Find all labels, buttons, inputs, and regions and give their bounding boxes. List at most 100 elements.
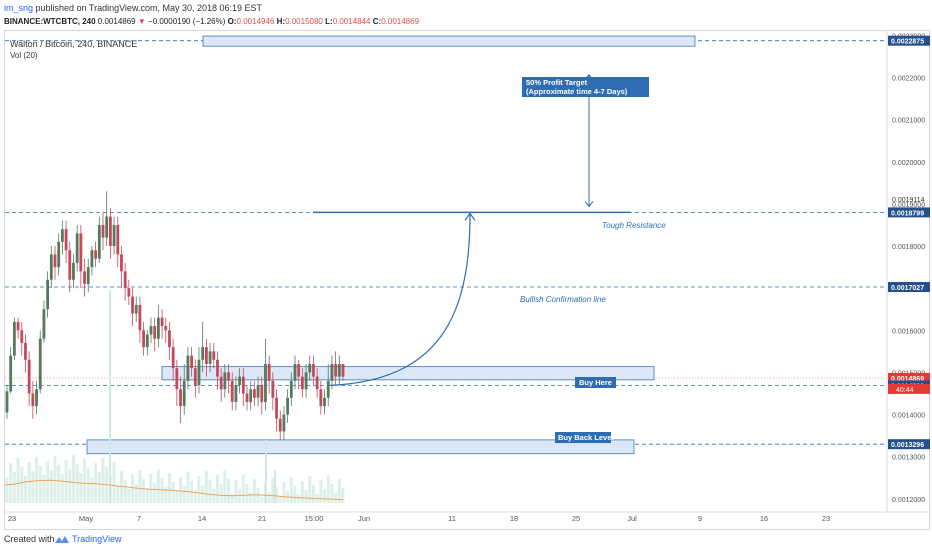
bullish-candle: [197, 359, 201, 386]
volume-bar: [138, 470, 142, 503]
bullish-candle: [208, 351, 212, 364]
volume-bar: [23, 476, 27, 503]
symbol-name: BINANCE:WTCBTC, 240: [4, 17, 96, 26]
volume-bar: [53, 456, 57, 503]
volume-bar: [46, 461, 50, 503]
volume-bar: [9, 463, 13, 503]
bullish-candle: [326, 380, 330, 398]
volume-bar: [83, 459, 87, 503]
volume-bar: [238, 489, 242, 503]
last-price: 0.0014869: [97, 17, 136, 26]
volume-bar: [175, 491, 179, 503]
bearish-candle: [297, 363, 301, 377]
author-link[interactable]: im_sng: [4, 3, 34, 13]
volume-bar: [38, 466, 42, 503]
bearish-candle: [79, 233, 83, 272]
bullish-candle: [105, 216, 109, 238]
volume-bar: [334, 493, 338, 503]
price-tag: 0.0022875: [891, 39, 924, 46]
volume-bar: [182, 486, 186, 503]
price-change: −0.0000190 (−1.26%): [148, 17, 226, 26]
bearish-candle: [315, 376, 319, 390]
bullish-candle: [286, 397, 290, 415]
y-tick-label: 0.0019000: [892, 202, 925, 209]
bearish-candle: [230, 380, 234, 402]
publication-header: im_sng published on TradingView.com, May…: [0, 0, 932, 30]
volume-bar: [127, 489, 131, 503]
bearish-candle: [142, 330, 146, 348]
bearish-candle: [179, 389, 182, 407]
bearish-candle: [20, 330, 24, 343]
volume-bar: [311, 485, 315, 503]
price-tag: 0.0014869: [891, 376, 924, 383]
buy-label-box: [575, 377, 616, 388]
bullish-candle: [35, 389, 38, 407]
x-tick-label: 23: [822, 514, 830, 523]
price-tag-box: [888, 282, 930, 293]
bullish-candle: [304, 372, 308, 390]
bearish-candle: [275, 397, 278, 419]
target-label-line1: 50% Profit Target: [526, 78, 588, 87]
volume-bar: [341, 488, 345, 503]
volume-bar: [134, 484, 138, 503]
volume-bar: [204, 471, 208, 503]
bearish-candle: [190, 355, 194, 369]
chart-title: Walton / Bitcoin, 240, BINANCE: [10, 39, 138, 49]
x-tick-label: 9: [698, 514, 702, 523]
x-tick-label: 15:00: [305, 514, 324, 523]
volume-bar: [293, 486, 297, 503]
x-tick-label: Jul: [627, 514, 637, 523]
footer: Created with TradingView: [0, 530, 932, 550]
bullish-candle: [156, 317, 160, 339]
buy-back-zone: [86, 439, 635, 455]
volume-bar: [219, 484, 223, 503]
bullish-candle: [186, 355, 190, 381]
arrow-down-head-icon: [584, 201, 594, 208]
volume-bar: [227, 479, 231, 503]
x-tick-label: 23: [8, 514, 16, 523]
volume-bar: [252, 479, 256, 503]
resistance-label: Tough Resistance: [602, 221, 666, 230]
volume-bar: [186, 472, 190, 503]
volume-bar: [101, 458, 105, 503]
high-value: 0.0015080: [285, 17, 323, 26]
tradingview-brand[interactable]: TradingView: [72, 534, 122, 544]
bullish-candle: [182, 380, 186, 407]
volume-bar: [149, 474, 153, 503]
volume-bar: [278, 496, 282, 503]
volume-bar: [230, 494, 234, 503]
y-tick-label: 0.0018000: [892, 244, 925, 251]
x-tick-label: 18: [510, 514, 518, 523]
bearish-candle: [175, 368, 179, 390]
buyback-label-box: [555, 432, 611, 443]
bearish-candle: [116, 224, 120, 255]
volume-bar: [79, 473, 83, 503]
volume-bar: [330, 484, 334, 503]
bar-countdown: 40:44: [896, 387, 914, 394]
volume-bar: [271, 478, 275, 503]
bullish-candle: [72, 262, 75, 280]
bullish-candle: [9, 355, 13, 392]
volume-bar: [49, 470, 53, 503]
bearish-candle: [300, 376, 304, 390]
volume-bar: [234, 480, 238, 503]
down-arrow-icon: ▼: [137, 17, 146, 26]
price-tag-plain: 0.0019114: [892, 197, 925, 204]
volume-bar: [90, 477, 94, 503]
bullish-candle: [249, 389, 253, 402]
bearish-candle: [68, 250, 72, 280]
bearish-candle: [153, 326, 157, 339]
volume-bar: [326, 475, 330, 503]
bullish-candle: [264, 363, 267, 402]
volume-sma-line: [4, 479, 344, 501]
bearish-candle: [24, 342, 27, 360]
bearish-candle: [204, 347, 208, 364]
bearish-candle: [164, 326, 168, 331]
bearish-candle: [27, 359, 31, 394]
target-label-box: [522, 77, 649, 97]
bearish-candle: [193, 368, 197, 386]
bullish-candle: [5, 391, 9, 413]
volume-bar: [94, 463, 98, 503]
bullish-candle: [86, 267, 90, 284]
